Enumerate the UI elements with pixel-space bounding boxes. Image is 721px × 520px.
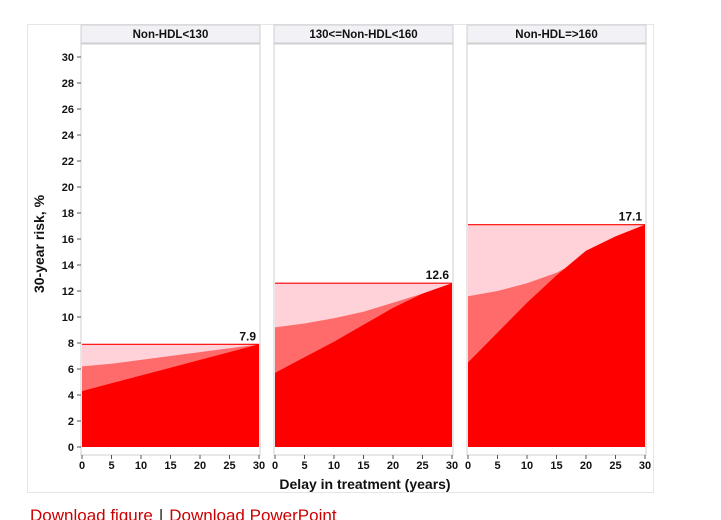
x-tick-label: 5 bbox=[494, 460, 500, 472]
download-powerpoint-link[interactable]: Download PowerPoint bbox=[169, 506, 337, 520]
x-tick-label: 25 bbox=[609, 460, 621, 472]
y-tick-label: 10 bbox=[62, 312, 74, 324]
area-lower-band bbox=[275, 283, 452, 447]
y-tick-label: 26 bbox=[62, 104, 74, 116]
x-tick-label: 30 bbox=[253, 460, 265, 472]
y-tick-label: 2 bbox=[68, 416, 74, 428]
area-lower-band bbox=[82, 344, 259, 447]
x-tick-label: 20 bbox=[580, 460, 592, 472]
y-tick-label: 8 bbox=[68, 338, 74, 350]
panel-3: Non-HDL=>160 17.1 0 5 10 15 20 25 30 bbox=[465, 24, 651, 472]
panel-header bbox=[466, 24, 647, 44]
end-value-label: 12.6 bbox=[426, 268, 450, 282]
x-tick-label: 15 bbox=[550, 460, 562, 472]
x-tick-label: 0 bbox=[465, 460, 471, 472]
panel-header bbox=[80, 24, 261, 44]
panel-header bbox=[273, 24, 454, 44]
x-tick-label: 0 bbox=[79, 460, 85, 472]
panel-title: Non-HDL<130 bbox=[133, 29, 209, 41]
y-tick-label: 12 bbox=[62, 286, 74, 298]
x-tick-label: 5 bbox=[108, 460, 114, 472]
area-lower-band bbox=[468, 224, 645, 447]
y-axis-title: 30-year risk, % bbox=[31, 194, 47, 293]
end-value-label: 17.1 bbox=[619, 210, 643, 224]
y-tick-label: 14 bbox=[62, 260, 75, 272]
y-tick-label: 28 bbox=[62, 78, 74, 90]
x-tick-label: 15 bbox=[164, 460, 176, 472]
x-tick-label: 15 bbox=[357, 460, 369, 472]
x-tick-label: 20 bbox=[194, 460, 206, 472]
panel-1: Non-HDL<130 7.9 0 5 10 15 20 25 30 bbox=[79, 24, 265, 472]
x-tick-label: 10 bbox=[135, 460, 147, 472]
y-tick-label: 0 bbox=[68, 442, 74, 454]
link-separator: | bbox=[158, 506, 164, 520]
x-axis-title: Delay in treatment (years) bbox=[279, 476, 450, 492]
panel-title: 130<=Non-HDL<160 bbox=[309, 29, 417, 41]
x-tick-label: 30 bbox=[446, 460, 458, 472]
download-links: Download figure | Download PowerPoint bbox=[30, 506, 337, 520]
y-tick-label: 22 bbox=[62, 156, 74, 168]
download-figure-link[interactable]: Download figure bbox=[30, 506, 153, 520]
x-tick-label: 20 bbox=[387, 460, 399, 472]
y-tick-label: 18 bbox=[62, 208, 74, 220]
y-tick-label: 16 bbox=[62, 234, 74, 246]
panel-title: Non-HDL=>160 bbox=[515, 29, 597, 41]
x-tick-label: 25 bbox=[416, 460, 428, 472]
x-tick-label: 0 bbox=[272, 460, 278, 472]
end-value-label: 7.9 bbox=[239, 329, 256, 343]
y-tick-label: 4 bbox=[68, 390, 75, 402]
x-tick-label: 30 bbox=[639, 460, 651, 472]
y-tick-label: 24 bbox=[62, 130, 75, 142]
y-tick-label: 6 bbox=[68, 364, 74, 376]
y-tick-label: 20 bbox=[62, 182, 74, 194]
x-tick-label: 25 bbox=[223, 460, 235, 472]
y-tick-label: 30 bbox=[62, 52, 74, 64]
x-tick-label: 10 bbox=[328, 460, 340, 472]
x-tick-label: 10 bbox=[521, 460, 533, 472]
panel-2: 130<=Non-HDL<160 12.6 0 5 10 15 20 25 30 bbox=[272, 24, 458, 472]
x-tick-label: 5 bbox=[301, 460, 307, 472]
